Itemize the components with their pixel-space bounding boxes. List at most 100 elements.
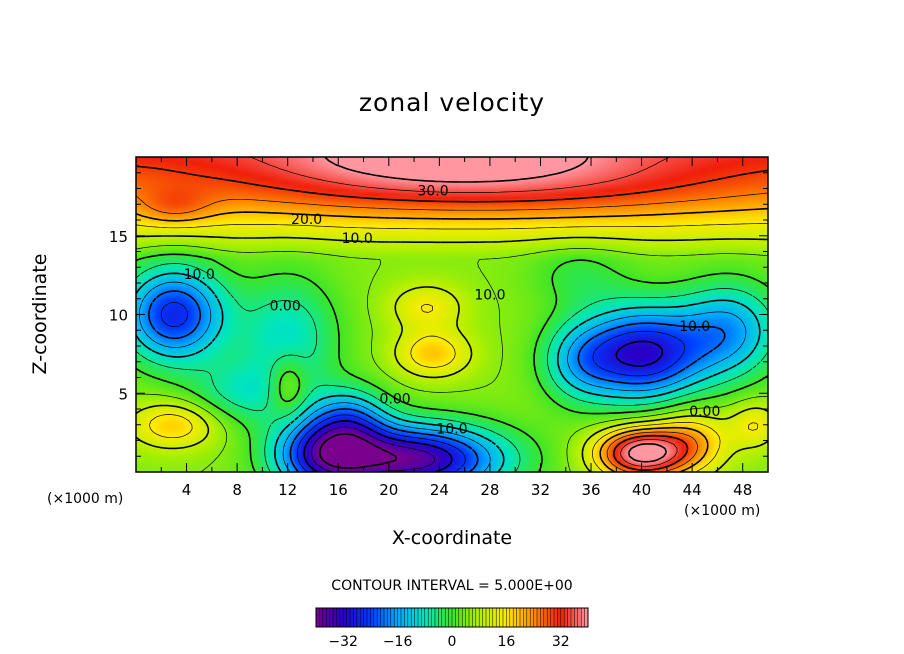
colorbar-swatch	[441, 608, 446, 627]
colorbar-swatch	[547, 608, 551, 627]
colorbar-swatch	[499, 608, 504, 627]
x-tick-label: 20	[379, 481, 398, 499]
colorbar-swatch	[435, 608, 439, 627]
contour-line	[135, 245, 769, 473]
x-tick-label: 28	[480, 481, 499, 499]
x-unit-left: (×1000 m)	[47, 491, 124, 507]
colorbar-swatch	[560, 608, 565, 627]
colorbar-swatch	[380, 608, 385, 627]
contour-line	[148, 290, 726, 473]
colorbar-swatch	[469, 608, 473, 627]
colorbar-swatch	[411, 608, 415, 627]
colorbar-swatch	[404, 608, 409, 627]
contour-label: 10.0	[184, 267, 215, 283]
colorbar-swatch	[554, 608, 558, 627]
colorbar-swatch	[339, 608, 344, 627]
colorbar-swatch	[387, 608, 392, 627]
colorbar-swatch	[401, 608, 405, 627]
x-tick-label: 16	[329, 481, 348, 499]
colorbar-swatch	[584, 608, 589, 627]
contour-line	[135, 253, 769, 473]
colorbar-swatch	[418, 608, 422, 627]
colorbar-swatch	[353, 608, 358, 627]
contour-line	[135, 235, 769, 473]
colorbar-swatch	[479, 608, 483, 627]
colorbar-swatch	[333, 608, 337, 627]
x-tick-label: 36	[581, 481, 600, 499]
colorbar-swatch	[350, 608, 354, 627]
colorbar-swatch	[557, 608, 562, 627]
contour-line	[138, 281, 747, 473]
colorbar-tick-label: −16	[383, 634, 413, 650]
contour-label: 10.0	[474, 288, 505, 304]
colorbar-swatch	[319, 608, 324, 627]
colorbar-swatch	[346, 608, 351, 627]
colorbar-swatch	[356, 608, 361, 627]
colorbar-tick-label: 16	[497, 634, 515, 650]
colorbar-swatch	[567, 608, 572, 627]
colorbar-swatch	[394, 608, 398, 627]
colorbar-swatch	[431, 608, 436, 627]
colorbar-swatch	[571, 608, 575, 627]
colorbar-swatch	[329, 608, 334, 627]
contour-label: 0.00	[270, 299, 301, 315]
contour-line	[135, 207, 769, 473]
contour-label: 10.0	[679, 319, 710, 335]
contour-label: 0.00	[689, 404, 720, 420]
colorbar-swatch	[475, 608, 480, 627]
x-tick-label: 24	[430, 481, 449, 499]
colorbar-swatch	[506, 608, 511, 627]
colorbar-swatch	[526, 608, 531, 627]
colorbar-swatch	[448, 608, 453, 627]
chart-title: zonal velocity	[358, 88, 546, 117]
colorbar-swatch	[343, 608, 347, 627]
colorbar-swatch	[513, 608, 517, 627]
colorbar-swatch	[516, 608, 521, 627]
contour-line	[135, 272, 761, 473]
colorbar-swatch	[438, 608, 443, 627]
contour-line	[135, 263, 769, 473]
contour-line	[318, 433, 397, 469]
y-tick-label: 15	[109, 228, 128, 246]
colorbar-tick-label: −32	[328, 634, 358, 650]
colorbar-swatch	[370, 608, 375, 627]
contour-label: 20.0	[291, 212, 322, 228]
x-tick-label: 4	[182, 481, 192, 499]
contour-lines	[135, 156, 769, 473]
contour-line	[303, 340, 664, 473]
colorbar-swatch	[363, 608, 368, 627]
colorbar-swatch	[407, 608, 412, 627]
x-tick-label: 40	[632, 481, 651, 499]
contour-interval-text: CONTOUR INTERVAL = 5.000E+00	[331, 578, 573, 594]
colorbar-swatch	[445, 608, 449, 627]
colorbar-swatch	[397, 608, 402, 627]
y-tick-label: 5	[118, 385, 128, 403]
colorbar-swatch	[581, 608, 585, 627]
contour-line	[135, 165, 769, 471]
x-unit-right: (×1000 m)	[684, 503, 761, 519]
colorbar-swatch	[482, 608, 487, 627]
colorbar-swatch	[452, 608, 456, 627]
colorbar-tick-label: 32	[552, 634, 570, 650]
colorbar-swatch	[550, 608, 555, 627]
colorbar-swatch	[421, 608, 426, 627]
contour-label: 30.0	[417, 184, 448, 200]
colorbar-swatch	[543, 608, 548, 627]
contour-label: 10.0	[342, 231, 373, 247]
contour-line	[135, 223, 769, 473]
colorbar-swatch	[492, 608, 497, 627]
colorbar-swatch	[316, 608, 320, 627]
colorbar-frame	[315, 607, 589, 628]
colorbar-swatch	[455, 608, 460, 627]
colorbar-swatch	[428, 608, 432, 627]
x-tick-label: 32	[531, 481, 550, 499]
colorbar-swatch	[390, 608, 395, 627]
colorbar-swatch	[530, 608, 534, 627]
colorbar: −32 −16 0 16 32	[315, 607, 589, 650]
x-tick-label: 48	[733, 481, 752, 499]
colorbar-swatch	[537, 608, 541, 627]
contour-line	[311, 426, 436, 473]
colorbar-swatch	[336, 608, 341, 627]
colorbar-swatch	[489, 608, 494, 627]
